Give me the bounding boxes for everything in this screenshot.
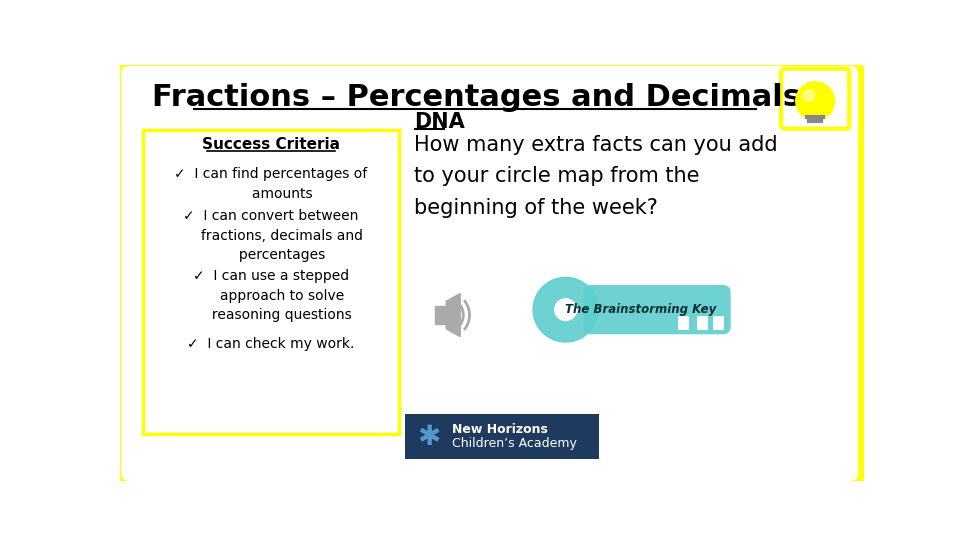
FancyBboxPatch shape (118, 63, 862, 484)
Text: ✓  I can check my work.: ✓ I can check my work. (187, 336, 355, 350)
FancyBboxPatch shape (713, 316, 724, 330)
Text: DNA: DNA (415, 112, 466, 132)
Circle shape (533, 278, 598, 342)
Circle shape (573, 307, 580, 313)
FancyBboxPatch shape (697, 316, 708, 330)
FancyBboxPatch shape (678, 316, 689, 330)
Text: ✓  I can convert between
     fractions, decimals and
     percentages: ✓ I can convert between fractions, decim… (180, 209, 363, 262)
Text: The Brainstorming Key: The Brainstorming Key (565, 303, 716, 316)
Circle shape (804, 90, 814, 101)
Text: ✓  I can find percentages of
     amounts: ✓ I can find percentages of amounts (175, 167, 368, 201)
FancyBboxPatch shape (781, 69, 850, 129)
Text: ✓  I can use a stepped
     approach to solve
     reasoning questions: ✓ I can use a stepped approach to solve … (190, 269, 352, 322)
Text: How many extra facts can you add
to your circle map from the
beginning of the we: How many extra facts can you add to your… (415, 135, 779, 218)
Circle shape (555, 299, 576, 320)
Text: Fractions – Percentages and Decimals: Fractions – Percentages and Decimals (152, 83, 801, 112)
Circle shape (796, 82, 834, 120)
Polygon shape (446, 294, 460, 336)
FancyBboxPatch shape (584, 285, 731, 334)
Text: ✱: ✱ (417, 423, 440, 451)
FancyBboxPatch shape (143, 130, 399, 434)
FancyBboxPatch shape (436, 306, 446, 325)
FancyBboxPatch shape (405, 414, 599, 459)
Text: Success Criteria: Success Criteria (203, 137, 340, 152)
Text: Children’s Academy: Children’s Academy (452, 437, 577, 450)
Text: New Horizons: New Horizons (452, 422, 547, 435)
